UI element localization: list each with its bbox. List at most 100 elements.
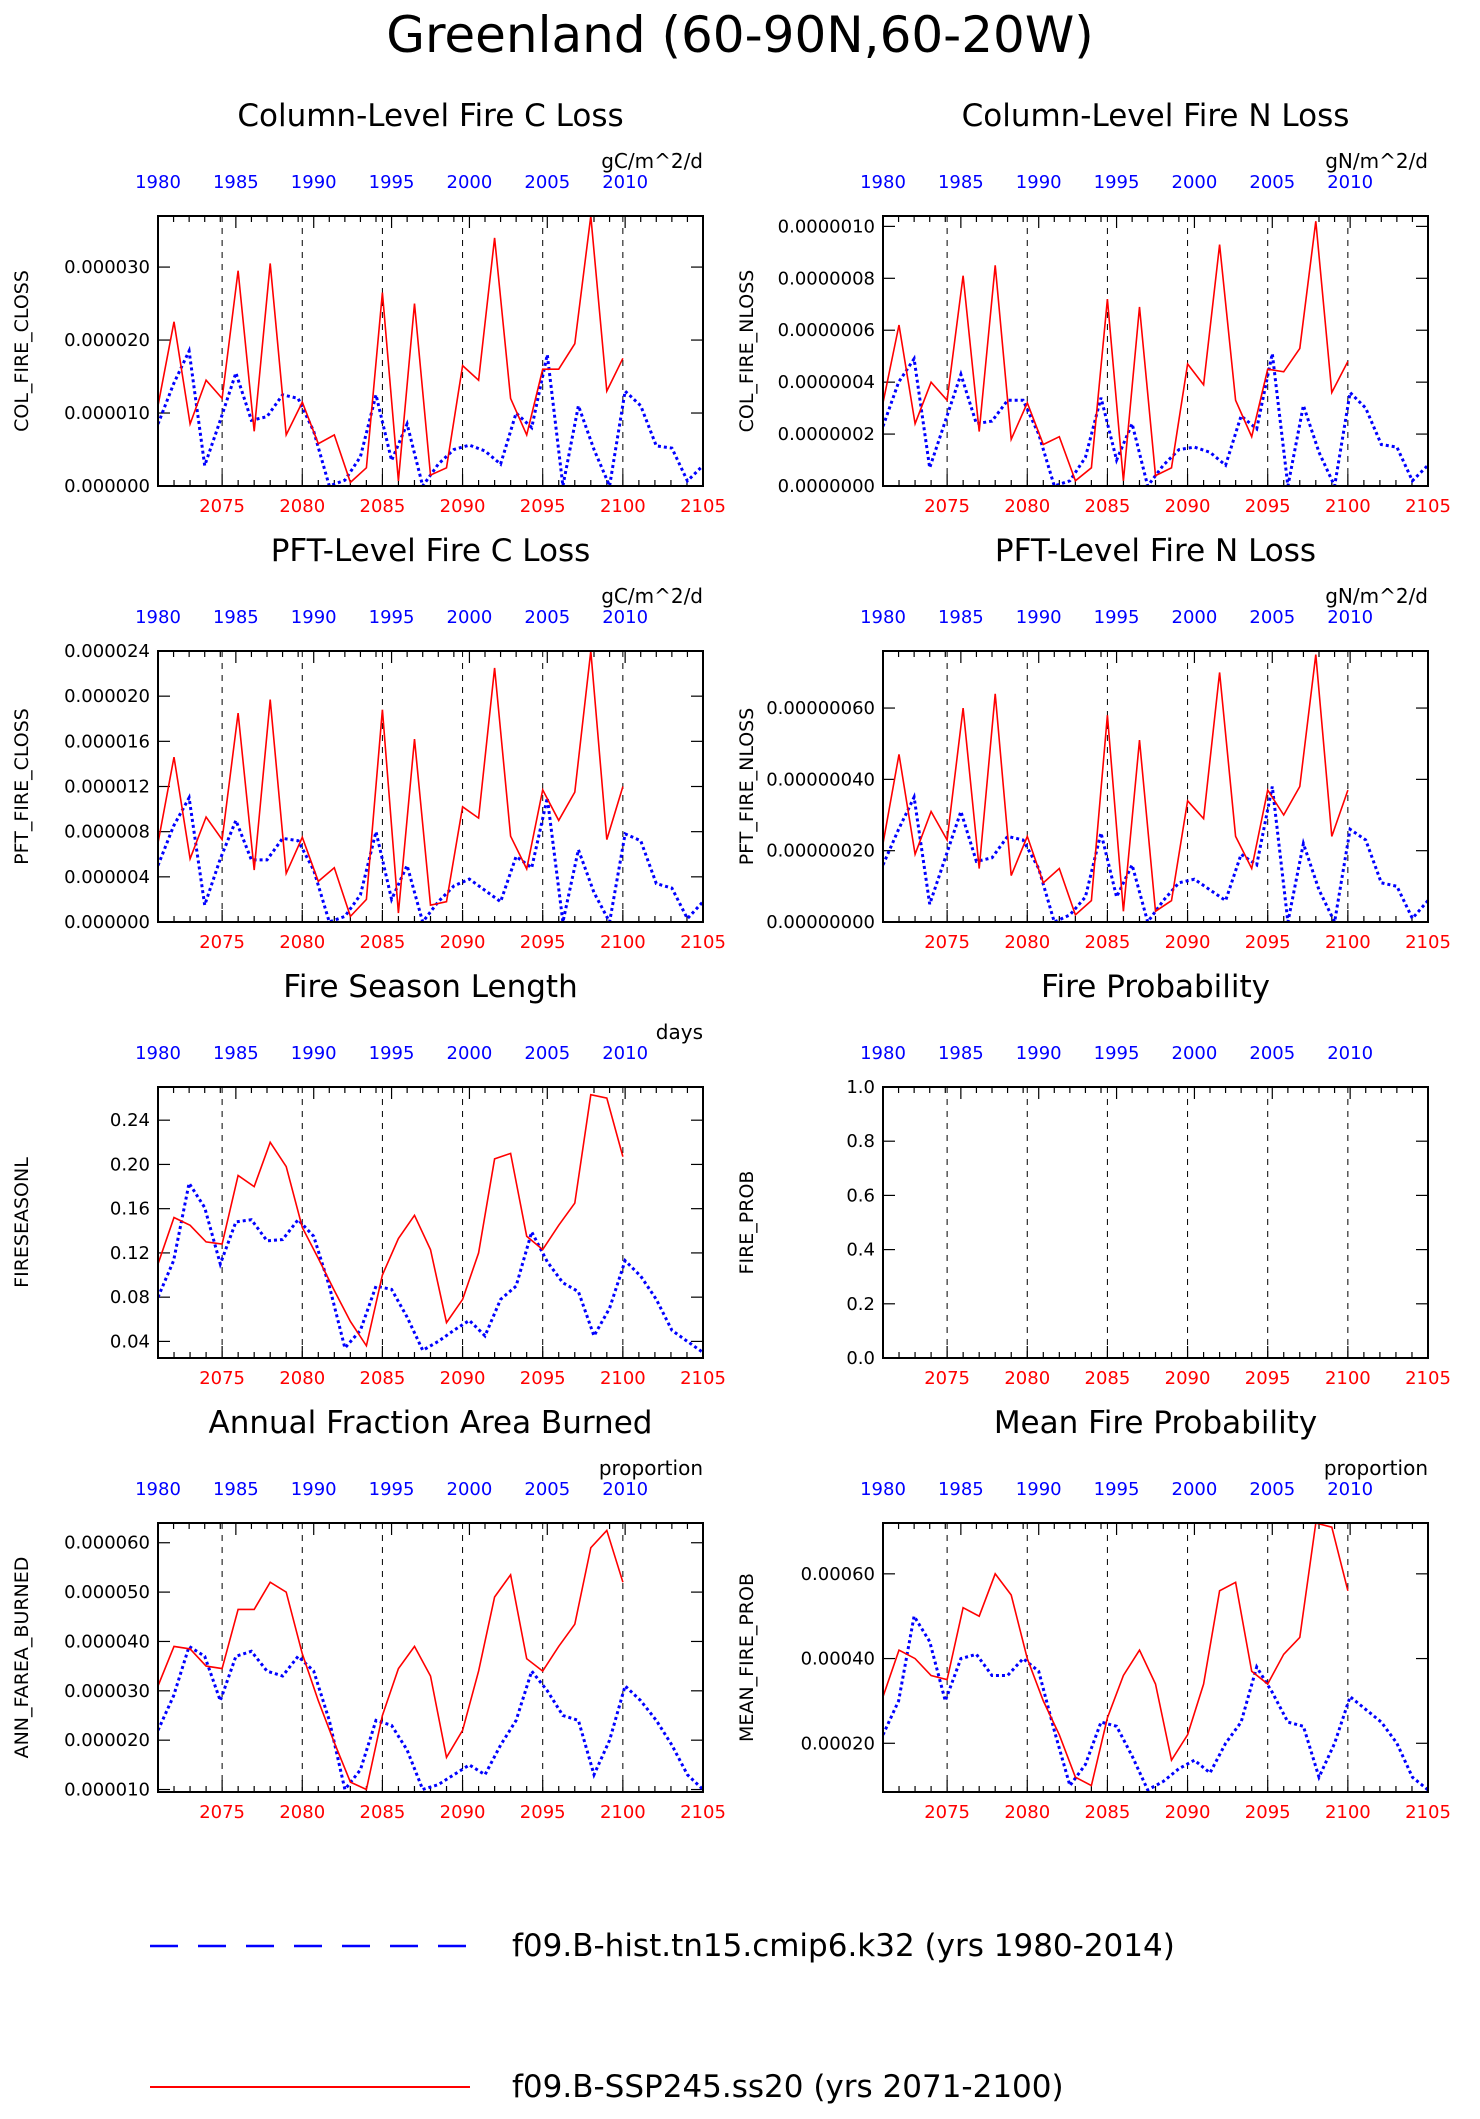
y-tick-label: 0.000010 — [64, 1780, 150, 1801]
y-tick-label: 0.24 — [110, 1110, 150, 1131]
y-tick-label: 0.0000004 — [778, 372, 875, 393]
y-tick-label: 0.0000006 — [778, 320, 875, 341]
chart-panel-5: Fire Season Length days FIRESEASONL 2075 208… — [11, 969, 726, 1389]
chart-title: Fire Season Length — [283, 969, 577, 1005]
legend: f09.B-hist.tn15.cmip6.k32 (yrs 1980-2014… — [150, 1928, 1175, 2105]
units-label: proportion — [599, 1456, 703, 1480]
chart-title: Annual Fraction Area Burned — [209, 1405, 653, 1441]
x-tick-label-bottom: 2090 — [440, 932, 486, 953]
y-tick-label: 0.000024 — [64, 641, 150, 662]
x-tick-label-bottom: 2095 — [520, 496, 566, 517]
x-tick-label-top: 2005 — [524, 1043, 570, 1064]
x-tick-label-top: 2000 — [447, 1479, 493, 1500]
y-tick-label: 0.000050 — [64, 1582, 150, 1603]
y-tick-label: 0.0000000 — [778, 476, 875, 497]
series-line-hist — [158, 345, 703, 486]
x-tick-label-top: 2005 — [524, 172, 570, 193]
units-label: proportion — [1324, 1456, 1428, 1480]
plot-frame — [157, 1522, 704, 1793]
y-tick-label: 0.00020 — [801, 1733, 875, 1754]
x-tick-label-bottom: 2090 — [1165, 1802, 1211, 1823]
y-tick-label: 0.000020 — [64, 686, 150, 707]
x-tick-label-top: 1990 — [291, 1479, 337, 1500]
series-line-ssp — [158, 1528, 624, 1791]
x-tick-label-top: 1985 — [938, 1043, 984, 1064]
x-tick-label-bottom: 2095 — [1245, 932, 1291, 953]
units-label: gC/m^2/d — [601, 149, 703, 173]
x-tick-label-bottom: 2095 — [520, 1368, 566, 1389]
y-tick-label: 0.000004 — [64, 867, 150, 888]
series-line-ssp — [158, 1093, 624, 1348]
plot-frame — [157, 1086, 704, 1359]
series-line-hist — [158, 1179, 703, 1354]
x-tick-label-bottom: 2100 — [600, 496, 646, 517]
x-tick-label-bottom: 2100 — [1325, 1802, 1371, 1823]
series-line-ssp — [883, 1523, 1349, 1787]
y-axis-label: FIRESEASONL — [11, 1157, 33, 1288]
x-tick-label-top: 2005 — [1249, 1479, 1295, 1500]
x-tick-label-bottom: 2075 — [924, 1368, 970, 1389]
y-tick-label: 0.000010 — [64, 403, 150, 424]
units-label: gC/m^2/d — [601, 584, 703, 608]
x-tick-label-top: 1980 — [135, 172, 181, 193]
y-tick-label: 1.0 — [846, 1077, 875, 1098]
x-tick-label-bottom: 2085 — [1085, 932, 1131, 953]
x-tick-label-top: 1995 — [369, 1479, 415, 1500]
plot-frame — [882, 650, 1429, 923]
x-tick-label-bottom: 2100 — [600, 1368, 646, 1389]
series-line-ssp — [883, 654, 1349, 917]
y-tick-label: 0.0000002 — [778, 424, 875, 445]
x-tick-label-top: 1985 — [213, 1043, 259, 1064]
y-axis-label: FIRE_PROB — [736, 1171, 758, 1275]
y-tick-label: 0.0000008 — [778, 268, 875, 289]
plot-frame — [157, 650, 704, 923]
units-label: gN/m^2/d — [1325, 584, 1428, 608]
x-tick-label-bottom: 2100 — [1325, 932, 1371, 953]
plot-frame — [157, 215, 704, 487]
y-axis-label: COL_FIRE_CLOSS — [11, 270, 33, 432]
x-tick-label-top: 1980 — [860, 172, 906, 193]
y-tick-label: 0.000008 — [64, 822, 150, 843]
x-tick-label-top: 1980 — [860, 1479, 906, 1500]
y-tick-label: 0.0 — [846, 1348, 875, 1369]
x-tick-label-top: 2000 — [1172, 1043, 1218, 1064]
x-tick-label-bottom: 2105 — [1405, 1368, 1451, 1389]
y-tick-label: 0.4 — [846, 1240, 875, 1261]
y-tick-label: 0.2 — [846, 1294, 875, 1315]
x-tick-label-top: 2010 — [602, 607, 648, 628]
x-tick-label-top: 1995 — [1094, 1043, 1140, 1064]
x-tick-label-bottom: 2105 — [1405, 1802, 1451, 1823]
plot-frame — [882, 1086, 1429, 1359]
y-tick-label: 0.000000 — [64, 476, 150, 497]
x-tick-label-top: 2010 — [602, 172, 648, 193]
x-tick-label-bottom: 2100 — [1325, 1368, 1371, 1389]
y-tick-label: 0.12 — [110, 1243, 150, 1264]
series-line-hist — [883, 786, 1428, 922]
x-tick-label-top: 1985 — [938, 607, 984, 628]
x-tick-label-bottom: 2105 — [680, 496, 726, 517]
x-tick-label-top: 2000 — [1172, 1479, 1218, 1500]
y-tick-label: 0.00000040 — [766, 769, 875, 790]
y-tick-label: 0.000016 — [64, 731, 150, 752]
x-tick-label-bottom: 2105 — [1405, 496, 1451, 517]
y-tick-label: 0.000040 — [64, 1631, 150, 1652]
x-tick-label-bottom: 2085 — [360, 1802, 406, 1823]
x-tick-label-top: 1990 — [1016, 607, 1062, 628]
legend-label-hist: f09.B-hist.tn15.cmip6.k32 (yrs 1980-2014… — [512, 1928, 1175, 1964]
x-tick-label-top: 2010 — [1327, 607, 1373, 628]
y-tick-label: 0.6 — [846, 1185, 875, 1206]
series-line-ssp — [883, 221, 1349, 483]
x-tick-label-bottom: 2075 — [924, 932, 970, 953]
x-tick-label-bottom: 2080 — [1004, 1368, 1050, 1389]
y-tick-label: 0.000012 — [64, 777, 150, 798]
x-tick-label-bottom: 2090 — [440, 1368, 486, 1389]
x-tick-label-bottom: 2090 — [440, 1802, 486, 1823]
x-tick-label-bottom: 2075 — [199, 1802, 245, 1823]
x-tick-label-bottom: 2085 — [360, 932, 406, 953]
chart-title: Column-Level Fire C Loss — [237, 98, 623, 134]
y-tick-label: 0.20 — [110, 1154, 150, 1175]
x-tick-label-top: 1985 — [213, 172, 259, 193]
chart-title: PFT-Level Fire C Loss — [271, 533, 591, 569]
x-tick-label-bottom: 2080 — [1004, 1802, 1050, 1823]
